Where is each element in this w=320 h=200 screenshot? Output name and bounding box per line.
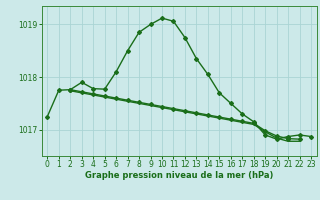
X-axis label: Graphe pression niveau de la mer (hPa): Graphe pression niveau de la mer (hPa) bbox=[85, 171, 273, 180]
